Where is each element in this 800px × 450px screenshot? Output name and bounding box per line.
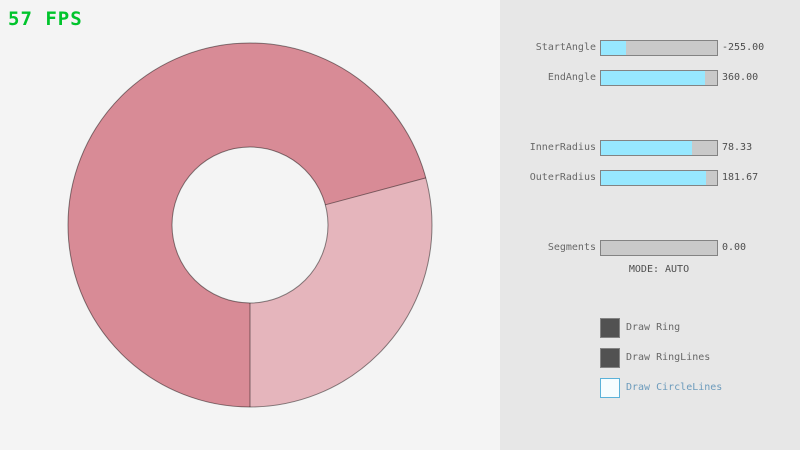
draw-circlelines-checkbox-label: Draw CircleLines <box>626 382 723 393</box>
inner-radius-value: 78.33 <box>722 142 753 153</box>
segments-mode-label: MODE: AUTO <box>628 264 690 275</box>
segments-label: Segments <box>547 242 596 253</box>
draw-ring-checkbox[interactable]: Draw Ring <box>600 318 790 338</box>
end-angle-label: EndAngle <box>547 72 596 83</box>
start-angle-slider-fill <box>601 41 627 55</box>
slider-row-outer-radius: OuterRadius 181.67 <box>500 170 800 186</box>
draw-circlelines-checkbox[interactable]: Draw CircleLines <box>600 378 790 398</box>
start-angle-value: -255.00 <box>722 42 765 53</box>
inner-radius-slider-fill <box>601 141 692 155</box>
draw-ringlines-checkbox[interactable]: Draw RingLines <box>600 348 790 368</box>
outer-radius-label: OuterRadius <box>529 172 596 183</box>
draw-ringlines-checkbox-label: Draw RingLines <box>626 352 711 363</box>
slider-row-start-angle: StartAngle -255.00 <box>500 40 800 56</box>
end-angle-slider-fill <box>601 71 706 85</box>
end-angle-slider[interactable] <box>600 70 718 86</box>
outer-radius-slider-fill <box>601 171 707 185</box>
ring-outer-outline <box>67 42 433 408</box>
segments-slider[interactable] <box>600 240 718 256</box>
ring-sector-dark <box>68 43 426 408</box>
ring-edge-line-right <box>325 177 426 206</box>
inner-radius-slider[interactable] <box>600 140 718 156</box>
draw-ringlines-checkbox-box[interactable] <box>600 348 620 368</box>
slider-row-end-angle: EndAngle 360.00 <box>500 70 800 86</box>
slider-row-inner-radius: InnerRadius 78.33 <box>500 140 800 156</box>
draw-ring-checkbox-box[interactable] <box>600 318 620 338</box>
draw-circlelines-checkbox-box[interactable] <box>600 378 620 398</box>
draw-ring-checkbox-label: Draw Ring <box>626 322 681 333</box>
slider-row-segments: Segments 0.00 <box>500 240 800 256</box>
inner-radius-label: InnerRadius <box>529 142 596 153</box>
ring-inner-outline <box>171 146 329 304</box>
ring-canvas <box>67 42 433 408</box>
segments-value: 0.00 <box>722 242 747 253</box>
start-angle-label: StartAngle <box>535 42 596 53</box>
outer-radius-value: 181.67 <box>722 172 759 183</box>
start-angle-slider[interactable] <box>600 40 718 56</box>
outer-radius-slider[interactable] <box>600 170 718 186</box>
end-angle-value: 360.00 <box>722 72 759 83</box>
control-panel: StartAngle -255.00 EndAngle 360.00 Inner… <box>500 0 800 450</box>
fps-counter: 57 FPS <box>8 8 83 30</box>
